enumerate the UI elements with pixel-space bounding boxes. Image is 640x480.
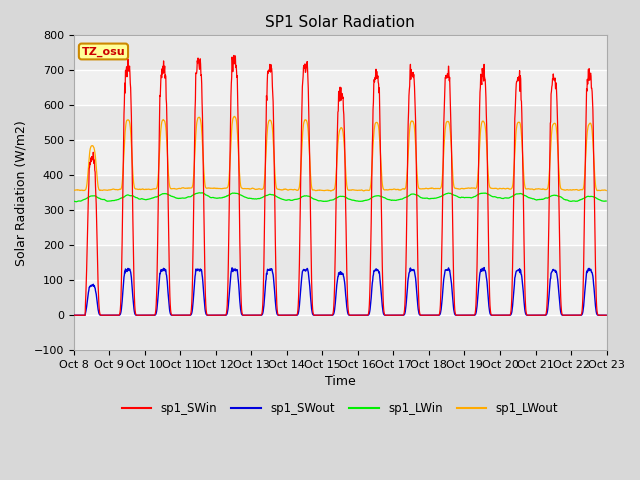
sp1_LWout xyxy=(70,187,77,193)
sp1_LWout xyxy=(248,185,256,191)
sp1_SWout xyxy=(422,312,430,318)
sp1_SWin xyxy=(70,312,77,318)
sp1_SWin xyxy=(248,312,256,318)
Title: SP1 Solar Radiation: SP1 Solar Radiation xyxy=(265,15,415,30)
sp1_SWin xyxy=(602,312,610,318)
sp1_SWout xyxy=(70,312,77,318)
Y-axis label: Solar Radiation (W/m2): Solar Radiation (W/m2) xyxy=(15,120,28,265)
sp1_LWin xyxy=(423,195,431,201)
Bar xyxy=(74,245,607,280)
sp1_LWin xyxy=(195,190,203,196)
sp1_SWin xyxy=(175,312,183,318)
sp1_SWout xyxy=(602,312,610,318)
sp1_LWout xyxy=(175,185,183,191)
sp1_LWin xyxy=(493,194,500,200)
Legend: sp1_SWin, sp1_SWout, sp1_LWin, sp1_LWout: sp1_SWin, sp1_SWout, sp1_LWin, sp1_LWout xyxy=(117,397,563,420)
Bar xyxy=(74,105,607,140)
X-axis label: Time: Time xyxy=(324,375,355,388)
sp1_SWout xyxy=(248,312,255,318)
Bar xyxy=(74,36,607,70)
sp1_LWout xyxy=(188,184,196,190)
sp1_SWout xyxy=(540,312,547,318)
sp1_LWin xyxy=(189,192,196,198)
Text: TZ_osu: TZ_osu xyxy=(82,47,125,57)
sp1_LWin xyxy=(540,196,547,202)
sp1_LWin xyxy=(70,198,77,204)
Bar xyxy=(74,175,607,210)
Line: sp1_LWout: sp1_LWout xyxy=(74,117,606,191)
Line: sp1_LWin: sp1_LWin xyxy=(74,193,606,202)
sp1_LWin xyxy=(248,196,256,202)
sp1_SWin xyxy=(188,292,196,298)
sp1_SWin xyxy=(230,53,237,59)
Bar xyxy=(74,315,607,350)
sp1_SWout xyxy=(492,312,500,318)
sp1_SWout xyxy=(480,264,488,270)
sp1_LWin xyxy=(602,198,610,204)
sp1_LWout xyxy=(602,188,610,193)
sp1_LWin xyxy=(72,199,80,204)
sp1_LWin xyxy=(175,195,183,201)
sp1_LWout xyxy=(423,186,431,192)
sp1_LWout xyxy=(540,186,547,192)
sp1_SWin xyxy=(492,312,500,318)
sp1_SWout xyxy=(175,312,183,318)
sp1_SWin xyxy=(540,312,547,318)
Line: sp1_SWin: sp1_SWin xyxy=(74,56,606,315)
sp1_LWout xyxy=(493,185,500,191)
sp1_LWout xyxy=(231,114,239,120)
sp1_LWout xyxy=(327,188,335,194)
sp1_SWin xyxy=(423,312,431,318)
Line: sp1_SWout: sp1_SWout xyxy=(74,267,606,315)
sp1_SWout xyxy=(188,309,196,314)
